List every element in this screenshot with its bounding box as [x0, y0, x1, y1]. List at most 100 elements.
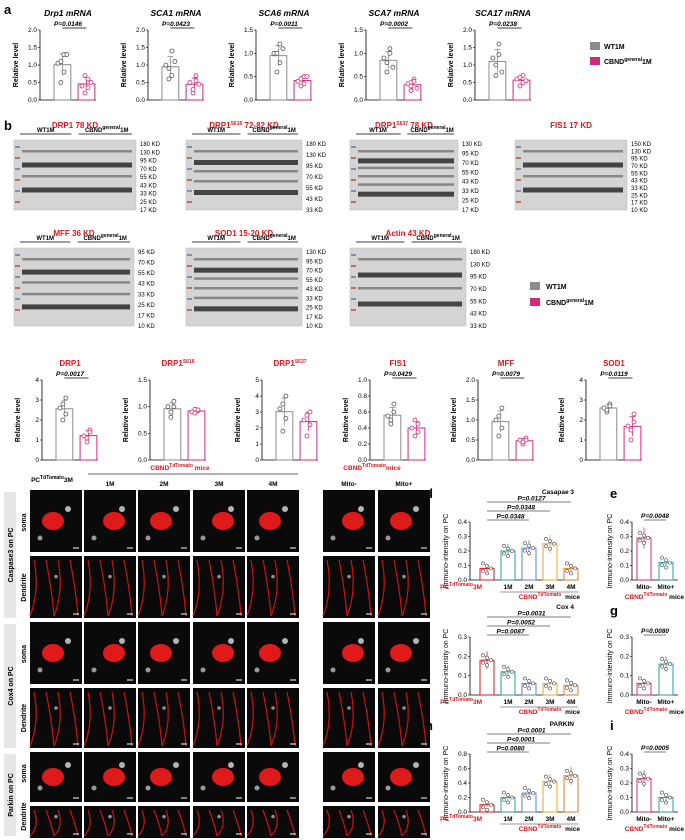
ladder-mark	[351, 168, 356, 170]
egi-point	[638, 538, 642, 543]
marker-dot	[91, 785, 97, 791]
a-point	[166, 76, 172, 82]
b-tick-label: 1.5	[138, 377, 147, 384]
micrograph-r2-c2	[138, 622, 190, 684]
dendrite-line	[417, 559, 427, 617]
a-tick-label: 0.5	[354, 74, 363, 81]
ladder-mark	[187, 190, 192, 192]
blot-band	[358, 272, 462, 278]
dendrite-line	[29, 691, 37, 747]
marker-dot	[402, 814, 406, 819]
b-point	[628, 427, 634, 433]
micrograph-r2-c4	[247, 622, 299, 684]
legend-b-cbnd-swatch	[530, 298, 540, 306]
ladder-mark	[351, 309, 356, 311]
b-point	[283, 393, 289, 399]
dfh-point	[548, 679, 552, 683]
lane-label-cbnd: CBNDgeneral1M	[252, 125, 295, 134]
blot-kd-label: 43 KD	[470, 312, 487, 318]
micrograph-bg	[193, 806, 245, 838]
dendrite-line	[401, 691, 409, 747]
dendrite-line	[107, 691, 115, 747]
dfh-p-value: P<0.0001	[507, 737, 535, 744]
dfh-point	[531, 791, 535, 796]
a-point	[408, 83, 414, 89]
dfh-point	[544, 684, 548, 688]
marker-dot	[330, 667, 336, 673]
b-point	[493, 417, 499, 423]
egi-tick-label: 0.4	[620, 751, 629, 758]
b-title: MFF	[498, 359, 515, 368]
lane-label-wt: WT1M	[37, 128, 55, 134]
blot-kd-label: 55 KD	[306, 186, 323, 192]
b-cbnd-bar	[187, 410, 206, 461]
soma-blob	[150, 512, 172, 530]
dfh-x-age: 3M	[545, 699, 554, 706]
blot-kd-label: 70 KD	[138, 261, 155, 267]
dendrite-line	[99, 559, 109, 617]
a-y-label: Relative level	[13, 43, 20, 87]
micrograph-bg	[193, 556, 245, 618]
a-y-label: Relative level	[339, 43, 346, 87]
ladder-mark	[15, 254, 20, 256]
a-chart-3: 0.0 0.5 1.0 1.5 Relative level SCA7 mRNA P=0.0…	[339, 8, 422, 104]
b-tick-label: 0	[579, 457, 583, 464]
egi-point	[664, 793, 668, 797]
a-chart-0: 0.0 0.5 1.0 1.5 2.0 Relative level Drp1 mRNA P=…	[13, 8, 96, 104]
lane-label-cbnd: CBNDgeneral1M	[85, 125, 128, 134]
a-point	[301, 81, 307, 87]
dfh-point	[523, 684, 527, 688]
legend-a: WT1M CBNDgeneral1M	[590, 42, 652, 66]
dendrite-line	[99, 691, 109, 747]
dfh-point	[523, 548, 527, 553]
ladder-mark	[516, 201, 521, 203]
row-group-label: Caspase3 on PC	[8, 528, 15, 583]
dendrite-line	[338, 691, 348, 747]
egi-x-label: Mito-	[636, 816, 652, 823]
blot-band	[194, 258, 298, 261]
a-p-value: P=0.0423	[162, 21, 190, 28]
dendrite-line	[246, 809, 254, 837]
b-tick-label: 2	[579, 417, 583, 424]
marker-dot	[37, 785, 43, 791]
micrograph-r2-c3	[193, 622, 245, 684]
a-tick-label: 1.0	[244, 50, 253, 57]
blot-title: DRP1S616 72-82 KD	[209, 121, 279, 130]
legend-wt-swatch	[590, 42, 600, 50]
dfh-point	[527, 543, 531, 548]
b-tick-label: 5	[255, 377, 259, 384]
micrograph-r5-c3	[192, 806, 245, 838]
dfh-point	[544, 782, 548, 786]
marker-dot	[385, 667, 391, 673]
dendrite-line	[262, 691, 272, 747]
lane-label-wt: WT1M	[207, 236, 225, 242]
blot-band	[358, 183, 454, 186]
ladder-mark	[187, 168, 192, 170]
b-tick-label: 3	[35, 397, 39, 404]
row-group-label: Cox4 on PC	[8, 666, 15, 705]
micrograph-r0-c0	[30, 490, 82, 552]
dfh-x-group: CBNDTdTomato	[519, 707, 562, 716]
a-point	[163, 62, 169, 68]
dfh-tick-label: 0.0	[458, 577, 467, 584]
lane-label-wt: WT1M	[36, 236, 54, 242]
row-sub-label: Dendrite	[21, 704, 28, 733]
egi-point	[660, 664, 664, 669]
ladder-mark	[351, 254, 356, 256]
dfh-point	[531, 546, 535, 551]
blot-band	[22, 292, 130, 296]
marker-dot	[254, 535, 260, 541]
micrograph-r5-c4	[246, 806, 299, 838]
dfh-x-age: 1M	[503, 816, 512, 823]
dendrite-line	[137, 691, 145, 747]
dfh-point	[569, 771, 573, 776]
dfh-point	[548, 686, 552, 691]
dfh-tick-label: 0.2	[458, 653, 467, 660]
dfh-point	[544, 774, 548, 779]
dfh-p-value: P=0.0080	[496, 746, 524, 753]
micrograph-bg	[30, 806, 82, 838]
blot-kd-label: 95 KD	[140, 159, 157, 165]
egi-point	[638, 779, 642, 784]
age-header: 2M	[159, 481, 168, 488]
blot-kd-label: 55 KD	[462, 170, 479, 176]
